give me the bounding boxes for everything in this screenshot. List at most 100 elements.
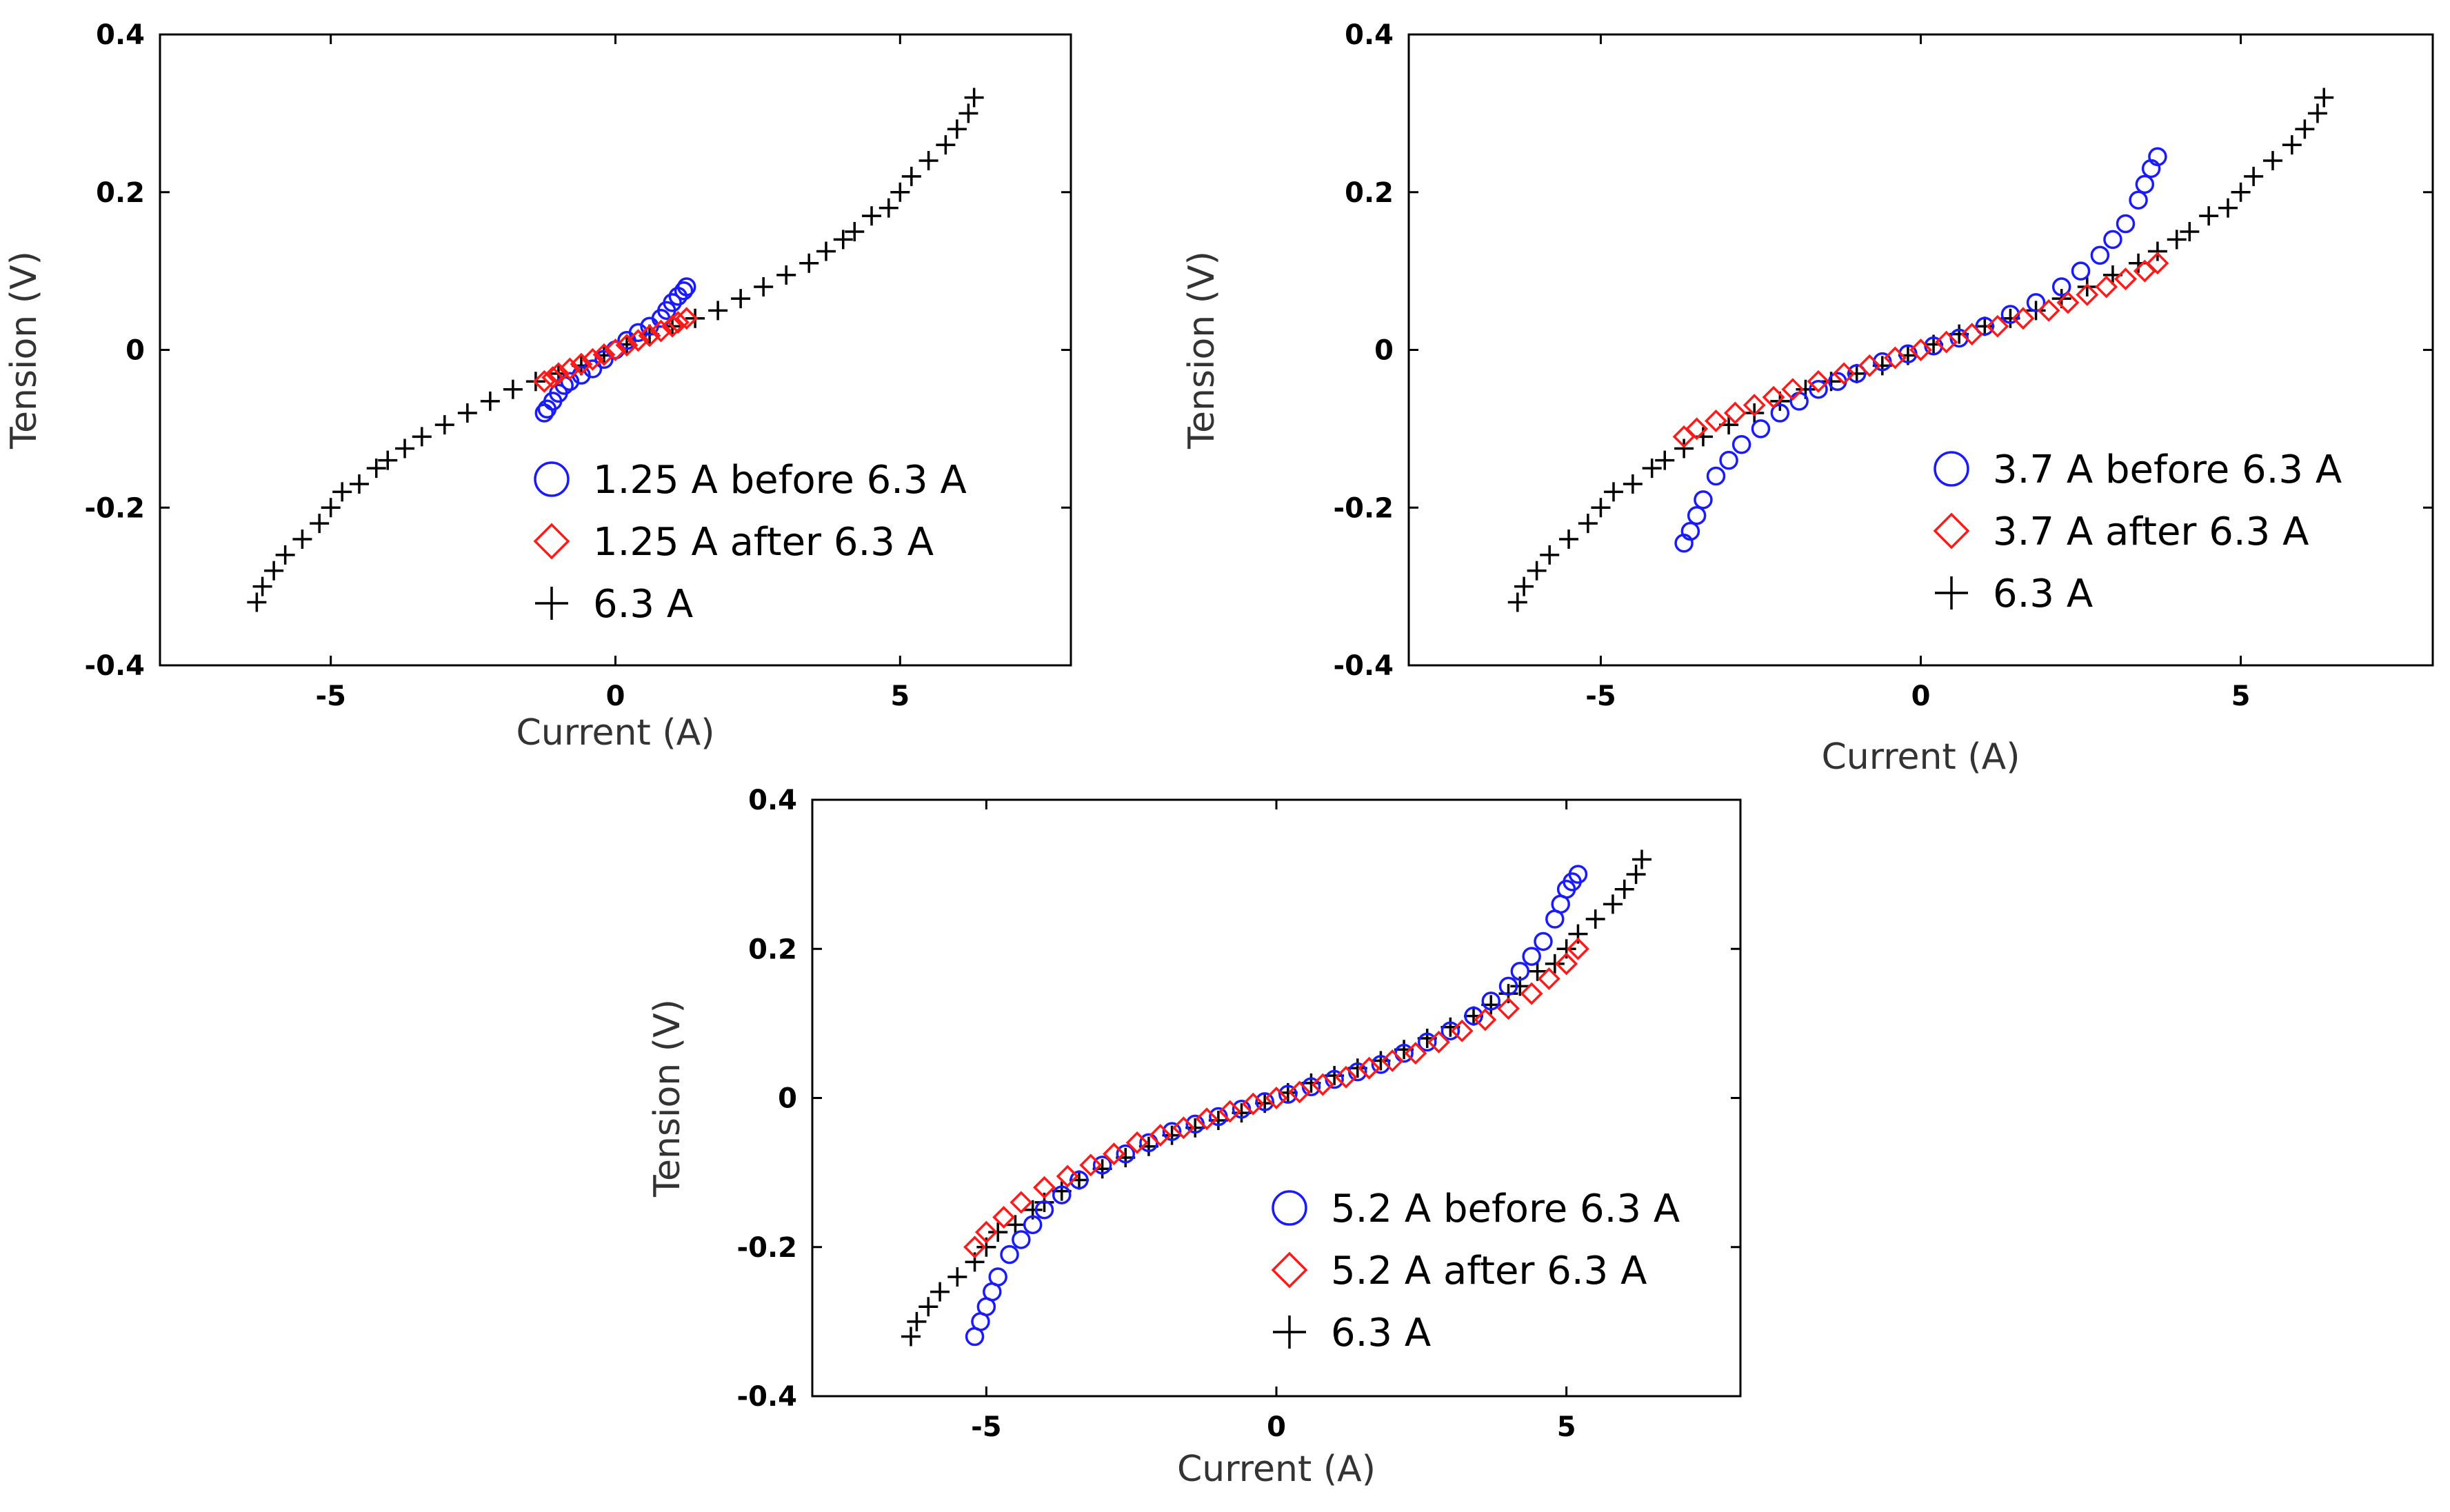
legend-entry: 6.3 A [535, 582, 693, 627]
data-point-circle [1680, 521, 1700, 541]
data-point-diamond [1474, 1008, 1497, 1031]
data-point-plus [1626, 865, 1646, 885]
data-point-circle [2103, 230, 2122, 250]
legend-label: 1.25 A after 6.3 A [593, 520, 934, 565]
data-point-plus [503, 379, 523, 399]
data-point-circle [674, 281, 694, 301]
data-point-diamond [1079, 1153, 1103, 1177]
data-point-diamond [1960, 323, 1984, 346]
data-point-diamond [1555, 952, 1578, 976]
data-point-plus [1527, 561, 1547, 581]
legend-plus-icon [535, 587, 568, 620]
y-tick-label: 0.4 [748, 785, 797, 816]
data-point-diamond [1358, 1056, 1381, 1080]
data-point-circle [1417, 1032, 1437, 1052]
y-tick-label: 0.2 [1345, 177, 1394, 209]
data-point-plus [252, 576, 272, 596]
data-point-diamond [1762, 385, 1785, 409]
data-point-circle [1255, 1092, 1274, 1111]
data-point-circle [1719, 450, 1738, 470]
data-point-plus [958, 103, 978, 123]
legend-label: 3.7 A after 6.3 A [1993, 510, 2309, 554]
data-point-diamond [638, 324, 661, 347]
legend-entry: 1.25 A before 6.3 A [534, 458, 967, 503]
data-point-plus [1603, 894, 1623, 914]
data-point-diamond [1909, 339, 1932, 361]
x-axis-label: Current (A) [1177, 1449, 1376, 1490]
data-point-plus [862, 206, 882, 226]
data-point-diamond [1125, 1131, 1149, 1154]
legend-label: 5.2 A before 6.3 A [1331, 1187, 1680, 1231]
data-point-plus [2077, 277, 2097, 296]
y-tick-label: -0.4 [1334, 650, 1394, 682]
data-point-diamond [547, 362, 570, 385]
data-point-plus [988, 1222, 1008, 1242]
data-point-plus [901, 166, 921, 186]
data-point-diamond [1033, 1176, 1056, 1199]
data-point-diamond [1427, 1030, 1451, 1054]
data-point-circle [1278, 1085, 1298, 1104]
data-point-diamond [1832, 362, 1856, 385]
data-point-plus [799, 253, 819, 273]
y-tick-label: 0.2 [748, 934, 797, 965]
data-point-circle [1464, 1006, 1483, 1026]
data-point-plus [1559, 530, 1579, 549]
data-point-plus [964, 88, 984, 108]
data-point-diamond [1010, 1191, 1033, 1214]
data-point-plus [412, 427, 432, 447]
data-point-plus [2180, 221, 2200, 241]
data-point-diamond [615, 334, 639, 357]
data-point-circle [1568, 865, 1588, 884]
data-point-plus [2244, 166, 2264, 186]
data-point-circle [1770, 403, 1790, 423]
legend-diamond-icon [1271, 1251, 1308, 1289]
y-axis-label: Tension (V) [647, 999, 688, 1198]
data-point-plus [1585, 909, 1605, 929]
data-point-diamond [1520, 982, 1543, 1005]
data-point-diamond [1265, 1087, 1288, 1109]
data-point-diamond [532, 370, 556, 393]
y-axis-label: Tension (V) [3, 251, 45, 450]
data-point-diamond [1195, 1107, 1218, 1131]
data-point-diamond [650, 319, 673, 343]
data-point-circle [2051, 277, 2071, 296]
data-point-plus [1631, 849, 1651, 869]
data-point-plus [833, 230, 853, 250]
data-point-diamond [675, 307, 699, 330]
data-point-circle [1440, 1021, 1460, 1040]
data-point-diamond [570, 352, 593, 376]
data-point-plus [1693, 427, 1713, 447]
data-point-diamond [558, 357, 581, 381]
data-point-diamond [541, 366, 565, 390]
data-point-plus [1623, 474, 1643, 494]
data-point-circle [1534, 931, 1553, 951]
data-point-plus [321, 498, 341, 518]
data-point-plus [2231, 182, 2251, 202]
data-point-circle [1052, 1185, 1072, 1204]
data-point-diamond [1883, 346, 1907, 370]
data-point-diamond [2146, 252, 2169, 275]
data-point-plus [878, 198, 898, 218]
data-point-plus [2307, 103, 2327, 123]
data-point-plus [890, 182, 910, 202]
data-point-plus [1591, 498, 1611, 518]
legend-entry: 1.25 A after 6.3 A [533, 520, 934, 565]
data-point-circle [2026, 293, 2046, 312]
data-point-diamond [1218, 1100, 1242, 1123]
data-point-diamond [992, 1206, 1016, 1229]
x-axis-label: Current (A) [516, 712, 715, 754]
legend-diamond-icon [533, 523, 570, 560]
data-point-diamond [1497, 997, 1520, 1020]
data-point-diamond [1705, 409, 1727, 432]
legend-circle-icon [1934, 451, 1969, 487]
data-point-diamond [1056, 1165, 1079, 1188]
data-point-circle [628, 323, 648, 343]
legend-label: 6.3 A [593, 582, 693, 627]
data-point-plus [2295, 119, 2315, 139]
data-point-plus [480, 391, 500, 411]
x-tick-label: -5 [1585, 681, 1616, 712]
x-tick-label: 0 [1911, 681, 1931, 712]
data-point-plus [247, 592, 267, 612]
legend-plus-icon [1273, 1316, 1306, 1349]
